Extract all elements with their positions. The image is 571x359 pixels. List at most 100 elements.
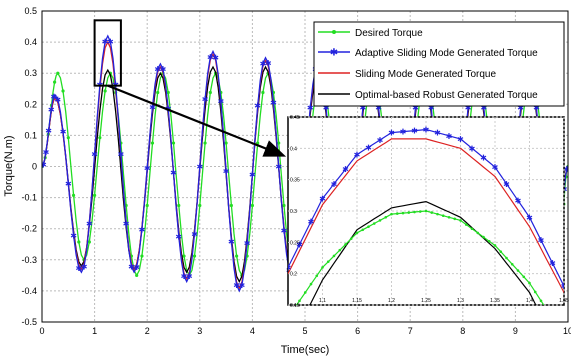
series-marker-1: ✱ [102, 38, 109, 47]
zoom-arrow [107, 84, 287, 157]
series-marker-1: ✱ [48, 106, 55, 115]
inset-series-marker-0 [309, 282, 313, 286]
series-marker-0 [208, 90, 212, 95]
legend: Desired Torque ✱ Adaptive Sliding Mode G… [313, 21, 565, 107]
inset-series-marker-0 [516, 269, 520, 272]
x-tick-labels: 0 1 2 3 4 5 6 7 8 9 10 [39, 326, 571, 336]
series-marker-1: ✱ [233, 281, 240, 290]
series-marker-1: ✱ [45, 127, 52, 136]
x-tick-label: 5 [302, 326, 307, 336]
inset-x-tick-label: 1.1 [319, 298, 326, 304]
inset-series-marker-0 [453, 217, 457, 221]
inset-series-marker-0 [367, 225, 370, 228]
series-marker-0 [71, 193, 76, 197]
series-marker-1: ✱ [186, 272, 193, 281]
series-marker-0 [66, 136, 70, 140]
series-marker-1: ✱ [428, 103, 435, 112]
inset-x-tick-label: 1.4 [526, 298, 533, 304]
inset-series-marker-0 [528, 281, 531, 285]
series-marker-1: ✱ [265, 59, 272, 68]
series-marker-0 [182, 254, 186, 258]
inset-series-marker-0 [355, 231, 359, 235]
series-marker-1: ✱ [223, 167, 230, 176]
inset-series-marker-1: ✱ [331, 180, 338, 189]
series-marker-1: ✱ [86, 220, 93, 229]
inset-y-tick-labels: 0.45 0.4 0.35 0.3 0.25 0.2 0.15 [290, 115, 300, 309]
inset-series-marker-0 [332, 254, 336, 258]
inset-y-tick-label: 0.25 [290, 240, 300, 246]
inset-series-marker-1: ✱ [561, 282, 568, 291]
inset-series-marker-1: ✱ [319, 194, 326, 203]
inset-series-marker-1: ✱ [388, 129, 395, 138]
inset-series-marker-1: ✱ [515, 197, 522, 206]
inset-series-marker-1: ✱ [503, 180, 510, 189]
series-marker-1: ✱ [128, 262, 135, 271]
legend-label-adaptive: Adaptive Sliding Mode Generated Torque [355, 48, 538, 59]
inset-series-marker-0 [430, 211, 434, 214]
series-marker-0 [229, 203, 233, 208]
y-tick-label: -0.5 [21, 317, 37, 327]
y-tick-label: -0.3 [21, 255, 37, 265]
inset-series-marker-0 [326, 260, 330, 263]
series-marker-1: ✱ [81, 262, 88, 271]
inset-series-marker-0 [372, 222, 376, 225]
inset-series-marker-0 [401, 211, 405, 215]
inset-series-marker-1: ✱ [296, 240, 303, 249]
series-marker-0 [166, 90, 170, 95]
series-marker-1: ✱ [170, 169, 177, 178]
y-tick-label: 0.5 [24, 6, 37, 16]
series-marker-0 [177, 203, 181, 208]
inset-series-marker-1: ✱ [469, 144, 476, 153]
inset-series-line-2 [288, 138, 564, 293]
inset-series-marker-0 [551, 317, 554, 320]
inset-series-marker-0 [487, 239, 491, 243]
inset-series-marker-1: ✱ [549, 259, 556, 268]
zoom-inset: ✱ ✱ ✱ ✱ ✱ ✱ ✱ ✱ ✱ ✱ ✱ ✱ ✱ ✱ ✱ ✱ ✱ ✱ ✱ ✱ ✱ ✱ ✱ ✱ ✱ 0.45 0.4 0.35 0.3… [285, 115, 569, 320]
legend-marker-desired [332, 30, 336, 34]
series-marker-0 [93, 193, 97, 197]
inset-series-marker-1: ✱ [538, 236, 545, 245]
inset-series-marker-1: ✱ [423, 126, 430, 135]
inset-series-marker-0 [378, 219, 382, 222]
series-marker-1: ✱ [118, 150, 125, 159]
inset-series-marker-1: ✱ [285, 263, 292, 272]
plot-area-border [41, 10, 569, 323]
inset-x-tick-label: 1.3 [457, 298, 464, 304]
inset-series-marker-1: ✱ [492, 163, 499, 172]
series-marker-1: ✱ [54, 95, 61, 104]
x-tick-label: 1 [92, 326, 97, 336]
inset-series: ✱ ✱ ✱ ✱ ✱ ✱ ✱ ✱ ✱ ✱ ✱ ✱ ✱ ✱ ✱ ✱ ✱ ✱ ✱ ✱ ✱ ✱ ✱ ✱ ✱ [285, 126, 568, 320]
inset-series-marker-0 [315, 274, 319, 278]
inset-series-line-1 [288, 128, 564, 287]
inset-series-marker-0 [407, 211, 411, 214]
inset-series-marker-0 [505, 256, 508, 260]
y-tick-label: 0.1 [24, 130, 37, 140]
series-marker-0 [98, 136, 102, 140]
inset-series-marker-0 [441, 214, 445, 217]
series-marker-1: ✱ [360, 103, 367, 112]
zoom-source-box [93, 19, 122, 87]
series-marker-0 [250, 203, 254, 208]
series-marker-1: ✱ [75, 264, 82, 273]
x-tick-label: 2 [145, 326, 150, 336]
x-tick-label: 4 [250, 326, 255, 336]
series-marker-0 [156, 90, 160, 95]
inset-series-marker-0 [321, 266, 324, 269]
inset-series-marker-0 [287, 316, 290, 319]
inset-series-marker-1: ✱ [446, 132, 453, 141]
legend-marker-adaptive: ✱ [330, 48, 338, 59]
series-marker-1: ✱ [212, 53, 219, 62]
series-marker-1: ✱ [181, 272, 188, 281]
inset-x-tick-label: 1.45 [559, 298, 569, 304]
legend-label-optimal: Optimal-based Robust Generated Torque [355, 90, 538, 101]
inset-x-tick-label: 1.25 [421, 298, 431, 304]
series-marker-1: ✱ [43, 148, 50, 157]
series-marker-0 [87, 240, 91, 244]
series-marker-0 [56, 71, 60, 75]
series-marker-0 [77, 240, 81, 244]
series-marker-0 [61, 89, 65, 93]
inset-series-marker-1: ✱ [354, 151, 361, 160]
inset-series-marker-1: ✱ [308, 217, 315, 226]
series-marker-1: ✱ [107, 38, 114, 47]
inset-x-tick-labels: 1.1 1.15 1.2 1.25 1.3 1.35 1.4 1.45 [319, 298, 569, 304]
